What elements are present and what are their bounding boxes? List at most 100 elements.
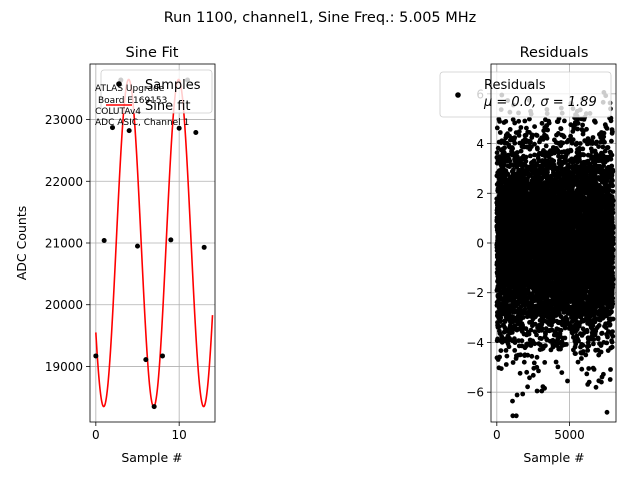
residual-point <box>515 393 520 398</box>
residual-point <box>547 121 552 126</box>
residual-point <box>535 355 540 360</box>
residual-point <box>527 117 532 122</box>
residual-point <box>528 154 533 159</box>
residual-point <box>525 384 530 389</box>
residual-point <box>518 352 523 357</box>
residual-point <box>510 399 515 404</box>
sample-point <box>127 128 132 133</box>
residual-point <box>520 338 525 343</box>
residual-point <box>545 136 550 141</box>
sine-fit-ytick-label: 20000 <box>45 298 83 312</box>
residual-point <box>499 366 504 371</box>
residual-point <box>497 355 502 360</box>
sample-point <box>193 130 198 135</box>
residual-point <box>535 147 540 152</box>
sine-fit-ytick-label: 19000 <box>45 360 83 374</box>
residual-point <box>543 343 548 348</box>
residual-point <box>563 336 568 341</box>
residuals-title: Residuals <box>520 45 589 61</box>
residual-point <box>559 126 564 131</box>
sine-fit-xtick-label: 10 <box>172 428 187 442</box>
residual-point <box>532 124 537 129</box>
residual-point <box>504 348 509 353</box>
residual-point <box>559 370 564 375</box>
residual-point <box>512 141 517 146</box>
sample-point <box>143 357 148 362</box>
residual-point <box>495 150 500 155</box>
residual-point <box>524 370 529 375</box>
residual-point <box>511 360 516 365</box>
residual-point <box>545 170 550 175</box>
residual-point <box>521 315 526 320</box>
residual-point <box>535 389 540 394</box>
residual-point <box>517 129 522 134</box>
residual-point <box>502 145 507 150</box>
annotation-line-2: Board E169153 <box>98 96 167 106</box>
residual-point <box>564 342 569 347</box>
residual-point <box>505 354 510 359</box>
residual-point <box>524 159 529 164</box>
sample-point <box>152 404 157 409</box>
sine-fit-xtick-label: 0 <box>92 428 100 442</box>
residual-point <box>498 130 503 135</box>
residual-point <box>499 348 504 353</box>
sine-fit-xlabel: Sample # <box>121 450 182 465</box>
sine-fit-title: Sine Fit <box>126 45 179 61</box>
residual-point <box>522 119 527 124</box>
residual-point <box>495 126 500 131</box>
residual-point <box>514 413 519 418</box>
residual-point <box>531 373 536 378</box>
sine-fit-ytick-label: 21000 <box>45 237 83 251</box>
residual-point <box>522 360 527 365</box>
residual-point <box>559 328 564 333</box>
residual-point <box>524 155 529 160</box>
sample-point <box>102 238 107 243</box>
residual-point <box>542 360 547 365</box>
sample-point <box>202 245 207 250</box>
residual-point <box>565 379 570 384</box>
residual-point <box>556 365 561 370</box>
residual-point <box>536 369 541 374</box>
sine-fit-ytick-label: 23000 <box>45 113 83 127</box>
residual-point <box>535 133 540 138</box>
residual-point <box>562 119 567 124</box>
sine-fit-ylabel: ADC Counts <box>14 206 29 281</box>
residual-point <box>560 141 565 146</box>
annotation-line-3: COLUTAv4 <box>95 107 141 117</box>
residual-point <box>524 126 529 131</box>
residual-point <box>516 119 521 124</box>
residual-point <box>540 121 545 126</box>
residual-point <box>520 392 525 397</box>
residual-point <box>543 332 548 337</box>
residual-point <box>497 119 502 124</box>
residual-point <box>504 362 509 367</box>
residual-point <box>519 149 524 154</box>
residual-point <box>529 354 534 359</box>
residual-point <box>525 353 530 358</box>
residual-point <box>512 135 517 140</box>
residual-point <box>545 128 550 133</box>
residual-point <box>562 134 567 139</box>
residual-point <box>512 348 517 353</box>
sample-point <box>160 353 165 358</box>
residual-point <box>534 333 539 338</box>
residual-point <box>554 360 559 365</box>
sample-point <box>93 353 98 358</box>
annotation-line-4: ADC ASIC, Channel 1 <box>95 118 189 128</box>
residual-point <box>507 344 512 349</box>
sine-fit-ytick-label: 22000 <box>45 175 83 189</box>
sample-point <box>135 244 140 249</box>
residual-point <box>532 361 537 366</box>
annotation-line-1: ATLAS Upgrade <box>95 84 165 94</box>
residual-point <box>542 386 547 391</box>
residual-point <box>540 326 545 331</box>
residual-point <box>518 371 523 376</box>
residual-point <box>503 119 508 124</box>
residual-point <box>519 125 524 130</box>
residual-point <box>508 127 513 132</box>
residual-point <box>544 144 549 149</box>
residual-point <box>510 146 515 151</box>
figure-title: Run 1100, channel1, Sine Freq.: 5.005 MH… <box>164 10 477 26</box>
sample-point <box>168 237 173 242</box>
